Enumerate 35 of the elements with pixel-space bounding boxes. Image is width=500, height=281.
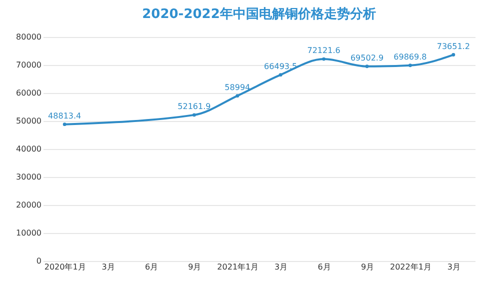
x-tick-label: 2021年1月: [217, 262, 259, 272]
x-tick-label: 9月: [188, 262, 202, 272]
y-tick-label: 30000: [16, 172, 42, 182]
y-tick-label: 80000: [16, 32, 42, 42]
data-label: 58994: [224, 82, 250, 92]
y-tick-label: 20000: [16, 200, 42, 210]
x-tick-label: 6月: [318, 262, 331, 272]
point: [278, 73, 282, 77]
chart-title: 2020-2022年中国电解铜价格走势分析: [142, 6, 376, 22]
x-tick-label: 2020年1月: [44, 262, 86, 272]
y-tick-label: 50000: [16, 116, 42, 126]
y-tick-label: 60000: [16, 88, 42, 98]
x-tick-label: 3月: [102, 262, 115, 272]
y-tick-label: 0: [36, 256, 42, 266]
data-label: 48813.4: [48, 111, 82, 120]
data-label: 73651.2: [436, 42, 470, 51]
data-label: 69502.9: [350, 53, 384, 62]
point: [192, 113, 196, 117]
data-label: 72121.6: [307, 46, 340, 56]
point: [408, 64, 412, 68]
y-tick-label: 70000: [16, 60, 42, 70]
y-tick-label: 40000: [16, 144, 42, 154]
x-tick-label: 6月: [144, 262, 158, 272]
x-tick-label: 3月: [447, 262, 460, 272]
point: [452, 53, 456, 57]
point: [365, 64, 369, 68]
x-tick-label: 2022年1月: [390, 262, 432, 272]
point: [62, 122, 66, 126]
point: [322, 57, 326, 61]
y-tick-label: 10000: [16, 228, 42, 238]
x-tick-label: 3月: [274, 262, 288, 272]
point: [236, 94, 240, 98]
data-label: 69869.8: [394, 52, 427, 62]
x-tick-label: 9月: [360, 262, 374, 272]
data-label: 52161.9: [178, 102, 211, 111]
